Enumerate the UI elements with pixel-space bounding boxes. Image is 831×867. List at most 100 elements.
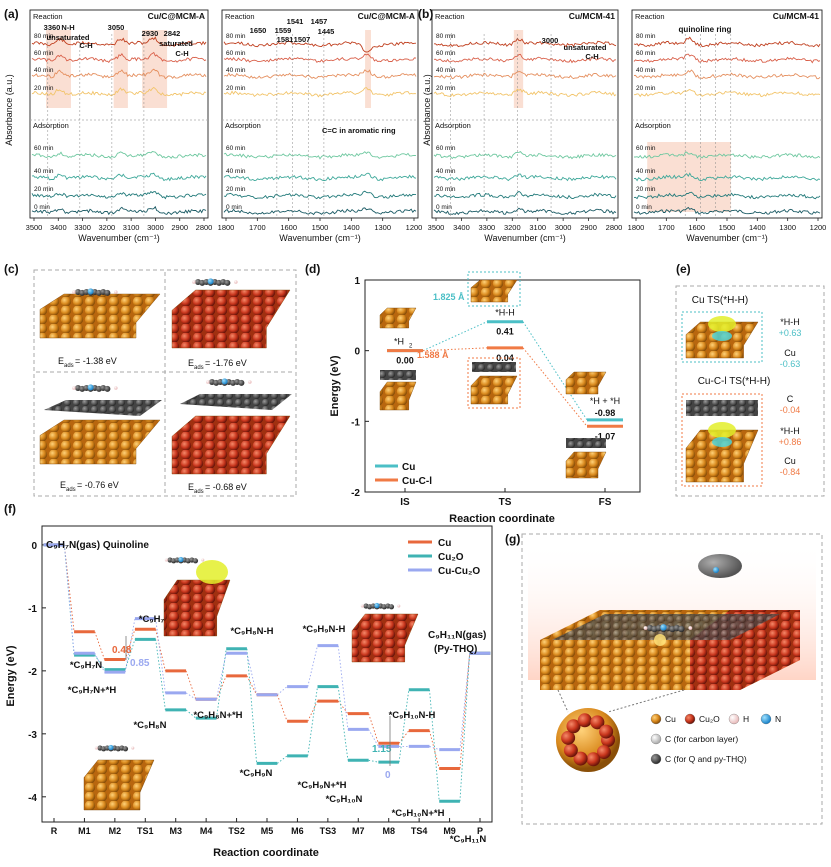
ir-reaction-label: Reaction — [435, 12, 465, 21]
ir-tick-label: 2800 — [196, 223, 213, 232]
y-tick-label: -1 — [28, 604, 37, 615]
ir-xlabel: Wavenumber (cm⁻¹) — [279, 233, 360, 243]
energy-connector — [429, 730, 440, 769]
legend-label: N — [775, 714, 781, 724]
start-label: C₉H₇N(gas) Quinoline — [46, 540, 149, 551]
ads-energy-value: = -1.38 eV — [75, 356, 117, 366]
ir-tick-label: 2900 — [580, 223, 597, 232]
ir-panel-title: Cu/MCM-41 — [773, 11, 820, 21]
energy-connector — [63, 544, 75, 632]
quinoline-molecule — [206, 378, 252, 386]
x-tick-label: M8 — [382, 826, 395, 836]
reaction-spectrum — [31, 68, 207, 80]
ir-tick-label: 1700 — [658, 223, 675, 232]
legend-atom — [728, 713, 740, 725]
energy-value: 0.00 — [396, 356, 414, 366]
ir-peak-label: 1650 — [250, 26, 267, 35]
energy-connector — [398, 689, 410, 763]
reaction-spectrum — [634, 88, 821, 98]
ir-tick-label: 1600 — [688, 223, 705, 232]
ir-peak-label: 1541 — [287, 17, 304, 26]
charge-density-lobe — [196, 560, 228, 584]
legend-label: Cu-Cu₂O — [438, 566, 480, 577]
energy-connector — [216, 648, 227, 719]
energy-connector — [368, 713, 379, 744]
y-tick-label: -2 — [28, 667, 37, 678]
charge-label: *H-H — [780, 317, 800, 327]
x-tick-label: R — [51, 826, 58, 836]
y-tick-label: -4 — [28, 793, 37, 804]
hydrogen-atom — [131, 746, 135, 750]
ir-annotation: N-H — [61, 23, 74, 32]
hydrogen-atom — [234, 280, 238, 284]
charge-value: +0.63 — [779, 328, 802, 338]
ir-time-label: 60 min — [636, 50, 656, 57]
cu2o-patch — [599, 724, 614, 739]
energy-connector — [522, 321, 588, 421]
x-tick-label: M6 — [291, 826, 304, 836]
ir-tick-label: 3300 — [479, 223, 496, 232]
reaction-spectrum — [433, 71, 617, 80]
energy-connector — [398, 730, 410, 744]
ir-time-label: 60 min — [436, 145, 456, 152]
panel-e-box — [681, 311, 763, 363]
quinoline-molecule — [72, 288, 118, 296]
ir-time-label: 0 min — [436, 204, 452, 211]
cu-slab — [39, 293, 161, 339]
ir-adsorption-label: Adsorption — [33, 121, 69, 130]
reaction-spectrum — [433, 88, 617, 98]
hydrogen-atom — [94, 746, 98, 750]
charge-density-lobe — [708, 316, 736, 332]
ir-panel-title: Cu/C@MCM-A — [148, 11, 205, 21]
mini-cu-slab — [470, 279, 518, 303]
mini-cu-slab — [379, 381, 417, 411]
ir-panel-title: Cu/MCM-41 — [569, 11, 616, 21]
ir-tick-label: 3200 — [99, 223, 116, 232]
ir-time-label: 20 min — [636, 85, 656, 92]
ir-highlight-band — [113, 30, 128, 108]
charge-value: -0.04 — [780, 405, 801, 415]
legend-label: Cu — [665, 714, 676, 724]
cu2o-patch — [586, 752, 601, 767]
adsorption-spectrum — [31, 190, 207, 200]
mini-cu-slab — [565, 371, 607, 395]
panel-g-illustration: Cu Cu₂O H N C (for carbon layer) C (for Q and… — [521, 533, 823, 825]
graphene-layer — [44, 400, 162, 416]
x-tick-label: TS1 — [137, 826, 154, 836]
ir-time-label: 20 min — [636, 186, 656, 193]
carbon-atom — [238, 379, 245, 386]
carbon-atom — [122, 746, 129, 752]
energy-connector — [155, 629, 166, 671]
ir-peak-label: 1559 — [275, 26, 292, 35]
ir-tick-label: 1400 — [343, 223, 360, 232]
ir-time-label: 20 min — [34, 85, 54, 92]
ir-peak-label: 3000 — [542, 36, 559, 45]
energy-connector — [185, 670, 197, 700]
adsorption-spectrum — [223, 207, 417, 216]
hydrogen-atom — [192, 280, 196, 284]
carbon-atom — [104, 385, 111, 392]
panel-label-c: (c) — [4, 262, 19, 276]
ir-tick-label: 1800 — [628, 223, 645, 232]
panel-d-chart: 1 0 -1 -2 IS TS FS Reaction coordinate Energy (e… — [329, 271, 641, 525]
energy-value: -1.07 — [595, 431, 616, 441]
ir-time-label: 40 min — [436, 67, 456, 74]
ir-panel-panel_a2: 1800 1700 1600 1500 1400 1300 1200 Wavenumber (… — [218, 9, 422, 243]
legend-atom — [650, 753, 662, 765]
energy-connector — [459, 653, 471, 802]
thq-molecule — [698, 554, 742, 578]
ir-highlight-band — [46, 30, 71, 108]
panel-e-title: Cu TS(*H-H) — [692, 295, 748, 306]
ads-energy-sub: ads — [194, 489, 204, 495]
species-label: *C₉H₇N — [70, 660, 102, 671]
reaction-spectrum — [223, 87, 417, 98]
y-tick-label: 0 — [31, 541, 37, 552]
energy-connector — [422, 347, 488, 352]
panel-e-title: Cu-C-l TS(*H-H) — [698, 376, 771, 387]
ir-xlabel: Wavenumber (cm⁻¹) — [484, 233, 565, 243]
legend-label: Cu₂O — [699, 714, 720, 724]
energy-value: 0.41 — [496, 327, 514, 337]
ir-highlight-band — [365, 30, 371, 108]
nitrogen-atom — [87, 384, 94, 391]
energy-connector — [307, 700, 318, 722]
